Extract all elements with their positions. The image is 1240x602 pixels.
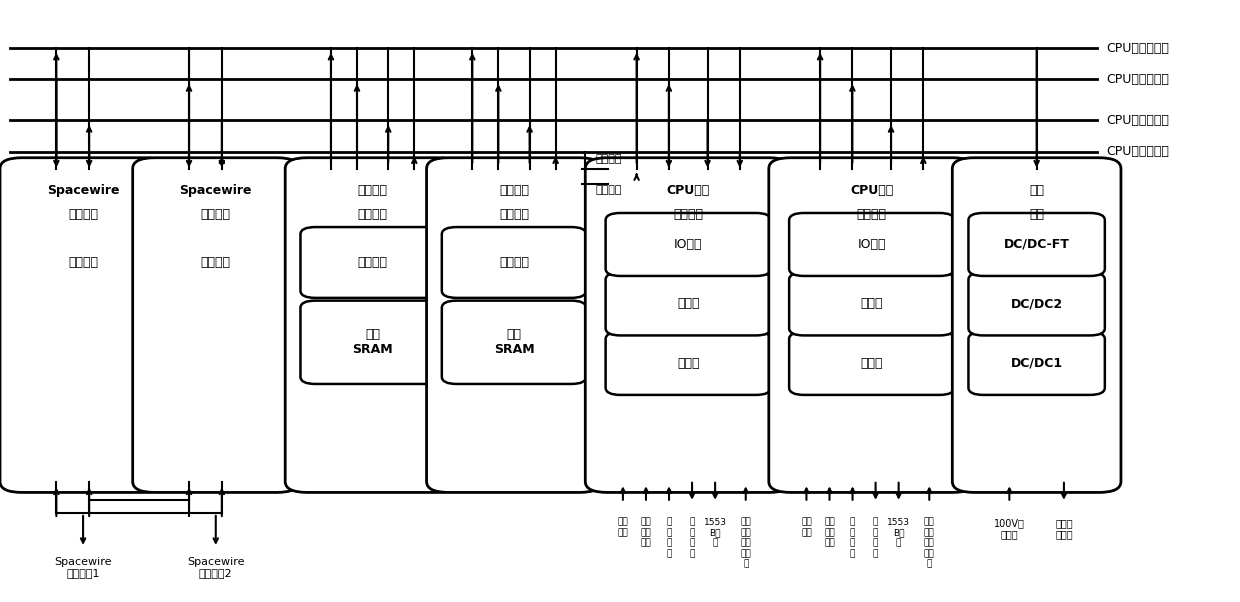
Text: Spacewire
总线接口2: Spacewire 总线接口2: [187, 557, 244, 579]
FancyBboxPatch shape: [968, 213, 1105, 276]
Text: 电源状
态输出: 电源状 态输出: [1055, 518, 1073, 539]
Text: （主份）: （主份）: [357, 208, 388, 221]
Text: 切机信号: 切机信号: [595, 185, 621, 195]
FancyBboxPatch shape: [441, 300, 587, 384]
FancyBboxPatch shape: [605, 213, 771, 276]
Text: 星间
测控
数据
收发
口: 星间 测控 数据 收发 口: [740, 518, 751, 568]
Text: Spacewire: Spacewire: [180, 184, 252, 197]
Text: CPU主机地址线: CPU主机地址线: [1106, 145, 1169, 158]
Text: Spacewire: Spacewire: [47, 184, 119, 197]
Text: DC/DC2: DC/DC2: [1011, 297, 1063, 311]
FancyBboxPatch shape: [300, 300, 445, 384]
Text: 容错模块: 容错模块: [357, 184, 388, 197]
FancyBboxPatch shape: [605, 273, 771, 335]
Text: DC/DC1: DC/DC1: [1011, 357, 1063, 370]
Text: 电源: 电源: [1029, 184, 1044, 197]
Text: 存储器: 存储器: [677, 297, 699, 311]
Text: 容错
SRAM: 容错 SRAM: [352, 328, 393, 356]
Text: 精密
时钟: 精密 时钟: [801, 518, 812, 537]
Text: 1553
B总
线: 1553 B总 线: [703, 518, 727, 548]
FancyBboxPatch shape: [441, 227, 587, 298]
Text: 遥
测
数
据: 遥 测 数 据: [873, 518, 878, 558]
Text: 节点模块: 节点模块: [68, 208, 98, 221]
Text: 处理器: 处理器: [861, 357, 883, 370]
FancyBboxPatch shape: [285, 158, 460, 492]
Text: 分离
状态
采集: 分离 状态 采集: [641, 518, 651, 548]
FancyBboxPatch shape: [968, 273, 1105, 335]
Text: CPU系统: CPU系统: [851, 184, 893, 197]
Text: 存储器: 存储器: [861, 297, 883, 311]
Text: DC/DC-FT: DC/DC-FT: [1003, 238, 1070, 251]
Text: 分离
状态
采集: 分离 状态 采集: [825, 518, 835, 548]
FancyBboxPatch shape: [427, 158, 601, 492]
Text: 100V母
线输入: 100V母 线输入: [994, 518, 1024, 539]
Text: 主机模块: 主机模块: [857, 208, 887, 221]
Text: CPU系统: CPU系统: [667, 184, 709, 197]
Text: 容错切机: 容错切机: [498, 256, 529, 269]
Text: 切机信号: 切机信号: [595, 154, 621, 164]
Text: 容错
SRAM: 容错 SRAM: [494, 328, 534, 356]
FancyBboxPatch shape: [0, 158, 166, 492]
FancyBboxPatch shape: [133, 158, 299, 492]
FancyBboxPatch shape: [300, 227, 445, 298]
FancyBboxPatch shape: [769, 158, 975, 492]
Text: IO外设: IO外设: [858, 238, 885, 251]
Text: 容错模块: 容错模块: [498, 184, 529, 197]
Text: 处理器: 处理器: [677, 357, 699, 370]
Text: 容错切机: 容错切机: [357, 256, 388, 269]
FancyBboxPatch shape: [968, 332, 1105, 395]
Text: 遥
测
数
据: 遥 测 数 据: [689, 518, 694, 558]
Text: CPU备机地址线: CPU备机地址线: [1106, 73, 1169, 86]
Text: 精密
时钟: 精密 时钟: [618, 518, 629, 537]
Text: 节点模块: 节点模块: [201, 208, 231, 221]
FancyBboxPatch shape: [789, 273, 955, 335]
FancyBboxPatch shape: [585, 158, 791, 492]
Text: 遥
控
指
令: 遥 控 指 令: [666, 518, 672, 558]
Text: CPU主机数据线: CPU主机数据线: [1106, 114, 1169, 127]
FancyBboxPatch shape: [789, 332, 955, 395]
Text: 星间
测控
数据
收发
口: 星间 测控 数据 收发 口: [924, 518, 935, 568]
Text: 备机模块: 备机模块: [673, 208, 703, 221]
Text: 1553
B总
线: 1553 B总 线: [887, 518, 910, 548]
FancyBboxPatch shape: [789, 213, 955, 276]
Text: IO外设: IO外设: [675, 238, 702, 251]
Text: （备份）: （备份）: [201, 256, 231, 269]
Text: （主份）: （主份）: [68, 256, 98, 269]
Text: CPU备机数据线: CPU备机数据线: [1106, 42, 1169, 55]
FancyBboxPatch shape: [952, 158, 1121, 492]
Text: Spacewire
总线接口1: Spacewire 总线接口1: [55, 557, 112, 579]
FancyBboxPatch shape: [605, 332, 771, 395]
Text: 模块: 模块: [1029, 208, 1044, 221]
Text: （备份）: （备份）: [498, 208, 529, 221]
Text: 遥
控
指
令: 遥 控 指 令: [849, 518, 856, 558]
